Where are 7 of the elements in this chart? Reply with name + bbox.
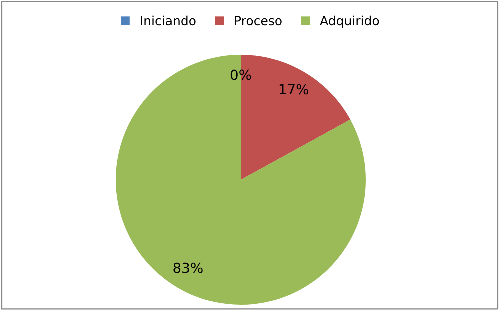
legend-label: Adquirido: [320, 16, 380, 28]
pie-slice: [116, 55, 366, 305]
data-label: 17%: [280, 84, 308, 95]
legend-label: Proceso: [235, 16, 282, 26]
legend-label: Iniciando: [141, 16, 196, 26]
text: 0%: [230, 70, 252, 80]
data-label: 83%: [174, 262, 203, 274]
